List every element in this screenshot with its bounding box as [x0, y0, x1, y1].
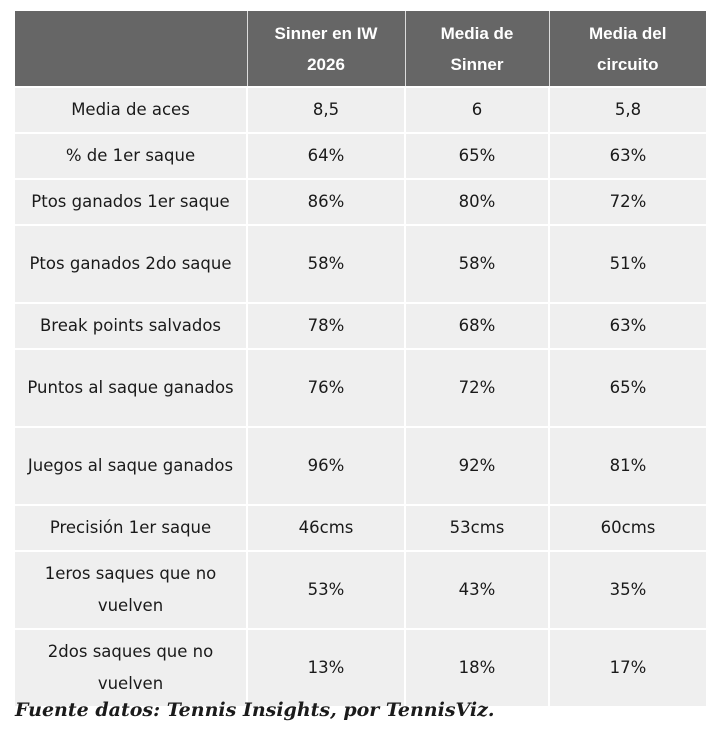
- cell-tour-avg: 60cms: [548, 504, 706, 551]
- cell-sinner-iw: 86%: [246, 178, 405, 225]
- cell-tour-avg: 72%: [548, 178, 706, 225]
- table-header-row: Sinner en IW 2026 Media de Sinner Media …: [15, 11, 706, 87]
- row-label: Ptos ganados 1er saque: [15, 178, 247, 225]
- row-label: Juegos al saque ganados: [15, 426, 247, 505]
- table-row: Ptos ganados 1er saque 86% 80% 72%: [15, 178, 706, 225]
- cell-sinner-avg: 65%: [404, 132, 549, 179]
- cell-sinner-iw: 76%: [246, 348, 405, 427]
- cell-sinner-avg: 80%: [404, 178, 549, 225]
- cell-tour-avg: 81%: [548, 426, 706, 505]
- cell-sinner-avg: 6: [404, 86, 549, 133]
- table-row: Ptos ganados 2do saque 58% 58% 51%: [15, 224, 706, 303]
- cell-sinner-iw: 13%: [246, 628, 405, 706]
- header-cell-sinner-average: Media de Sinner: [404, 11, 549, 87]
- cell-sinner-iw: 78%: [246, 302, 405, 349]
- cell-sinner-avg: 58%: [404, 224, 549, 303]
- cell-sinner-avg: 68%: [404, 302, 549, 349]
- cell-tour-avg: 17%: [548, 628, 706, 706]
- cell-sinner-avg: 53cms: [404, 504, 549, 551]
- cell-sinner-avg: 18%: [404, 628, 549, 706]
- row-label: 1eros saques que no vuelven: [15, 550, 247, 629]
- table-row: Precisión 1er saque 46cms 53cms 60cms: [15, 504, 706, 551]
- cell-sinner-iw: 8,5: [246, 86, 405, 133]
- cell-sinner-avg: 72%: [404, 348, 549, 427]
- table-row: 1eros saques que no vuelven 53% 43% 35%: [15, 550, 706, 629]
- serve-stats-table: Sinner en IW 2026 Media de Sinner Media …: [15, 11, 706, 706]
- table-row: % de 1er saque 64% 65% 63%: [15, 132, 706, 179]
- cell-tour-avg: 5,8: [548, 86, 706, 133]
- cell-tour-avg: 63%: [548, 302, 706, 349]
- cell-sinner-iw: 96%: [246, 426, 405, 505]
- table-row: Puntos al saque ganados 76% 72% 65%: [15, 348, 706, 427]
- source-caption: Fuente datos: Tennis Insights, por Tenni…: [15, 699, 495, 721]
- table-row: 2dos saques que no vuelven 13% 18% 17%: [15, 628, 706, 706]
- header-cell-sinner-iw-2026: Sinner en IW 2026: [246, 11, 405, 87]
- cell-sinner-avg: 43%: [404, 550, 549, 629]
- cell-tour-avg: 63%: [548, 132, 706, 179]
- row-label: 2dos saques que no vuelven: [15, 628, 247, 706]
- cell-sinner-iw: 64%: [246, 132, 405, 179]
- cell-sinner-iw: 58%: [246, 224, 405, 303]
- row-label: % de 1er saque: [15, 132, 247, 179]
- row-label: Puntos al saque ganados: [15, 348, 247, 427]
- row-label: Break points salvados: [15, 302, 247, 349]
- cell-tour-avg: 51%: [548, 224, 706, 303]
- row-label: Precisión 1er saque: [15, 504, 247, 551]
- header-cell-tour-average: Media del circuito: [548, 11, 706, 87]
- table-row: Juegos al saque ganados 96% 92% 81%: [15, 426, 706, 505]
- row-label: Media de aces: [15, 86, 247, 133]
- row-label: Ptos ganados 2do saque: [15, 224, 247, 303]
- cell-tour-avg: 35%: [548, 550, 706, 629]
- cell-tour-avg: 65%: [548, 348, 706, 427]
- table-row: Break points salvados 78% 68% 63%: [15, 302, 706, 349]
- cell-sinner-avg: 92%: [404, 426, 549, 505]
- header-cell-empty: [15, 11, 247, 87]
- table-row: Media de aces 8,5 6 5,8: [15, 86, 706, 133]
- cell-sinner-iw: 46cms: [246, 504, 405, 551]
- cell-sinner-iw: 53%: [246, 550, 405, 629]
